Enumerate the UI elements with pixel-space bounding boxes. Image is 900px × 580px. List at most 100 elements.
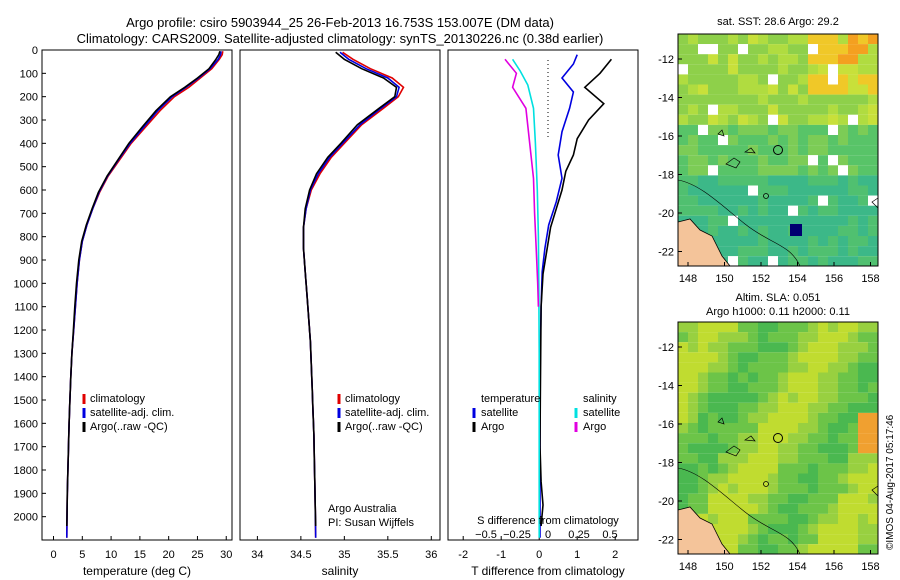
- sla-cell: [728, 443, 738, 454]
- sst-cell: [768, 44, 778, 55]
- sst-cell: [678, 34, 688, 45]
- sla-cell: [788, 483, 798, 494]
- sst-map-lon-label-0: 148: [679, 273, 697, 285]
- sst-cell: [678, 124, 688, 135]
- s-difference-label: S difference from climatology: [477, 515, 619, 527]
- sla-cell: [718, 412, 728, 423]
- sla-cell: [758, 423, 768, 434]
- sst-cell: [738, 124, 748, 135]
- sla-cell: [678, 382, 688, 393]
- sla-cell: [788, 513, 798, 524]
- sla-cell: [688, 493, 698, 504]
- sst-heatmap-cells: [678, 34, 878, 266]
- sst-cell: [848, 195, 858, 206]
- sla-cell: [798, 513, 808, 524]
- sla-cell: [758, 362, 768, 373]
- salinity-xtick-label-1: 34.5: [290, 549, 311, 561]
- sst-cell: [858, 225, 868, 236]
- sla-cell: [798, 412, 808, 423]
- sst-cell: [748, 94, 758, 105]
- sla-cell: [788, 322, 798, 333]
- sla-cell: [778, 332, 788, 343]
- sla-cell: [718, 342, 728, 353]
- t-difference-label: T difference from climatology: [471, 564, 625, 578]
- depth-tick-label-1800: 1800: [14, 465, 38, 477]
- sla-cell: [868, 463, 878, 474]
- sst-cell: [798, 195, 808, 206]
- sst-cell: [738, 246, 748, 257]
- sla-cell: [758, 342, 768, 353]
- sst-cell: [798, 64, 808, 75]
- temperature-x-axis: 0 5 10 15 20 25 30: [50, 536, 232, 561]
- sst-cell: [728, 124, 738, 135]
- sst-cell: [738, 225, 748, 236]
- sst-cell: [768, 225, 778, 236]
- sla-cell: [828, 503, 838, 514]
- sst-cell: [768, 34, 778, 45]
- salinity-legend-entry-2: Argo(..raw -QC): [345, 421, 423, 433]
- sst-cell: [758, 34, 768, 45]
- s-difference-ticks: −0.5 −0.25 0 0.25 0.5: [475, 529, 618, 541]
- diff-legend-entry-1: Argo: [481, 421, 504, 433]
- sst-cell: [818, 124, 828, 135]
- sla-cell: [768, 524, 778, 535]
- sst-cell: [718, 104, 728, 115]
- sst-cell: [798, 104, 808, 115]
- sla-cell: [718, 524, 728, 535]
- sla-cell: [798, 352, 808, 363]
- land-mass: [678, 218, 731, 266]
- sla-cell: [788, 503, 798, 514]
- sla-cell: [838, 382, 848, 393]
- sst-cell: [868, 185, 878, 196]
- sst-cell: [758, 64, 768, 75]
- sst-cell: [778, 195, 788, 206]
- sst-cell: [688, 155, 698, 166]
- sla-cell: [798, 483, 808, 494]
- depth-tick-label-1200: 1200: [14, 325, 38, 337]
- sst-cell: [778, 205, 788, 216]
- sst-cell: [768, 195, 778, 206]
- sla-cell: [718, 332, 728, 343]
- sla-cell: [738, 483, 748, 494]
- sst-cell: [838, 84, 848, 95]
- sla-cell: [798, 423, 808, 434]
- sla-cell: [838, 524, 848, 535]
- sla-cell: [868, 453, 878, 464]
- sst-cell: [768, 145, 778, 156]
- sst-cell: [708, 205, 718, 216]
- salinity-x-axis: 34 34.5 35 35.5 36: [251, 536, 437, 561]
- sla-cell: [818, 332, 828, 343]
- sla-cell: [828, 513, 838, 524]
- temperature-xtick-label-1: 5: [79, 549, 85, 561]
- sst-cell: [868, 34, 878, 45]
- sla-cell: [748, 534, 758, 545]
- sla-cell: [768, 372, 778, 383]
- sla-cell: [858, 412, 868, 423]
- sst-cell: [788, 165, 798, 176]
- depth-axis: 0 100 200 300 400 500 600 700 800 900 1000 1100 1200…: [14, 45, 46, 524]
- reef-contour: [678, 179, 801, 266]
- sla-cell: [718, 513, 728, 524]
- salinity-panel: 34 34.5 35 35.5 36 climatology satellite-adj.…: [239, 49, 441, 578]
- sla-cell: [868, 524, 878, 535]
- sst-cell: [798, 165, 808, 176]
- sla-cell: [788, 402, 798, 413]
- sla-cell: [728, 382, 738, 393]
- sst-cell: [848, 215, 858, 226]
- sst-map-lat-label-4: -20: [658, 208, 674, 220]
- sla-cell: [738, 372, 748, 383]
- sla-cell: [678, 332, 688, 343]
- salinity-xtick-label-2: 35: [338, 549, 350, 561]
- sla-cell: [778, 483, 788, 494]
- sla-cell: [808, 372, 818, 383]
- sla-cell: [748, 322, 758, 333]
- sst-cell: [708, 54, 718, 65]
- sst-map-panel: sat. SST: 28.6 Argo: 29.2 148 150 152 154 15…: [658, 16, 880, 285]
- sla-cell: [748, 453, 758, 464]
- sla-cell: [698, 453, 708, 464]
- sst-cell: [708, 94, 718, 105]
- sla-cell: [848, 524, 858, 535]
- sla-cell: [868, 503, 878, 514]
- sla-cell: [868, 342, 878, 353]
- sst-cell: [708, 104, 718, 115]
